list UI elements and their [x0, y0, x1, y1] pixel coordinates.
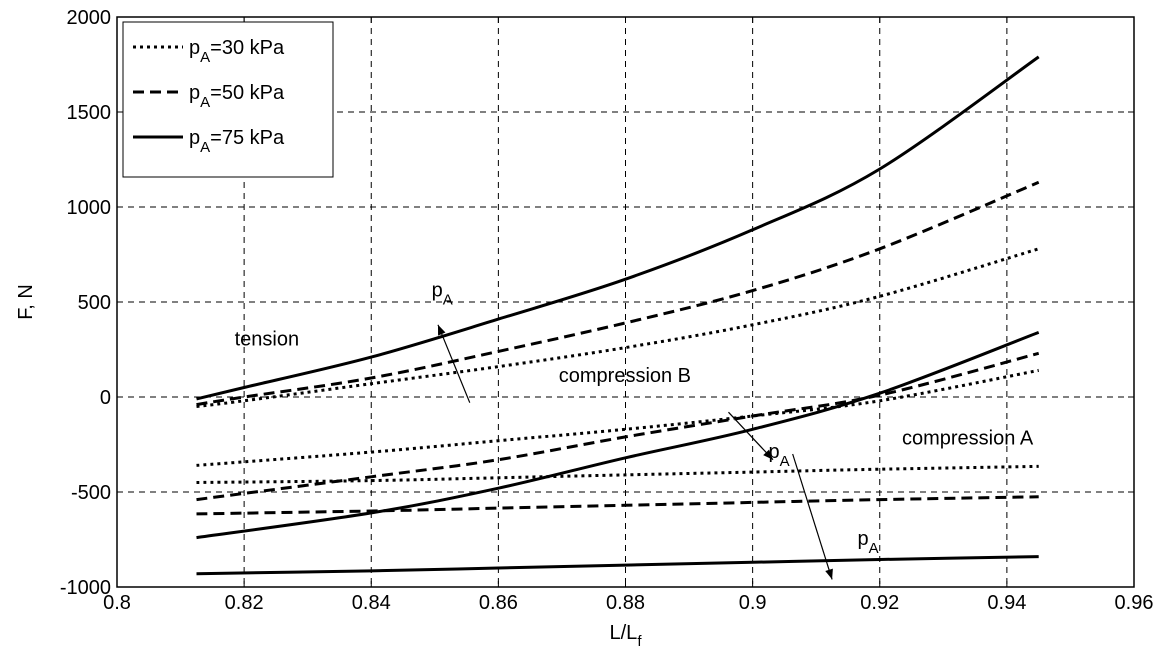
x-tick-label: 0.92 [860, 592, 899, 614]
grid [117, 17, 1134, 587]
x-tick-label: 0.9 [739, 592, 767, 614]
x-tick-label: 0.88 [606, 592, 645, 614]
tick-labels: 0.8 0.82 0.84 0.86 0.88 0.9 0.92 0.94 0.96 -1000 -… [60, 7, 1154, 614]
x-tick-label: 0.82 [225, 592, 264, 614]
annotation-pa-tension: pA [432, 279, 453, 308]
legend-box [122, 21, 334, 178]
arrow-compression-b-arrow [728, 411, 774, 461]
y-tick-label: 0 [100, 387, 111, 409]
y-tick-label: 1000 [67, 197, 112, 219]
series-compression-A-solid [196, 555, 1039, 576]
arrow-head [437, 324, 446, 336]
series-compression-A-dashed [196, 495, 1039, 516]
annotation-compression-a: compression A [902, 428, 1034, 450]
annotation-pa-compression-a: pA [858, 528, 879, 557]
x-axis-label-sub: f [637, 633, 642, 650]
arrow-compression-a-arrow [792, 453, 833, 580]
pa-sub: A [443, 291, 453, 308]
arrow-head [825, 568, 833, 580]
y-tick-label: 2000 [67, 7, 112, 29]
series-tension-dotted [196, 247, 1040, 408]
x-tick-label: 0.8 [103, 592, 131, 614]
pa-sub: A [780, 453, 790, 470]
arrow-shaft [728, 411, 774, 461]
series-compression-B-solid [196, 330, 1040, 540]
y-tick-label: -1000 [60, 577, 111, 599]
pa-sub: A [869, 540, 879, 557]
arrow-shaft [437, 324, 471, 403]
y-axis-label: F, N [15, 284, 37, 320]
x-tick-label: 0.86 [479, 592, 518, 614]
x-axis-label-main: L/L [610, 622, 638, 644]
legend-label: pA=30 kPa [189, 37, 285, 66]
x-tick-label: 0.94 [987, 592, 1026, 614]
pa-main: p [432, 279, 443, 301]
x-axis-label: L/Lf [610, 622, 643, 650]
legend-label: pA=75 kPa [189, 127, 285, 156]
series-tension-dashed [196, 180, 1040, 407]
pa-main: p [858, 528, 869, 550]
annotation-tension: tension [235, 329, 300, 351]
annotation-compression-b: compression B [559, 365, 691, 387]
pa-main: p [769, 441, 780, 463]
legend-label: pA=50 kPa [189, 82, 285, 111]
legend: pA=30 kPa pA=50 kPa pA=75 kPa [122, 21, 334, 178]
y-tick-label: -500 [71, 482, 111, 504]
series-compression-A-dotted [196, 464, 1039, 484]
arrow-shaft [792, 453, 833, 580]
x-tick-label: 0.96 [1115, 592, 1154, 614]
x-tick-label: 0.84 [352, 592, 391, 614]
y-tick-label: 1500 [67, 102, 112, 124]
series-tension-solid [196, 55, 1040, 401]
y-tick-label: 500 [78, 292, 111, 314]
arrow-head [763, 449, 773, 460]
series-compression-B-dotted [196, 368, 1039, 467]
series-group [196, 55, 1040, 576]
annotation-pa-compression-b: pA [769, 441, 790, 470]
series-compression-B-dashed [196, 351, 1040, 502]
arrow-tension-arrow [437, 324, 471, 403]
